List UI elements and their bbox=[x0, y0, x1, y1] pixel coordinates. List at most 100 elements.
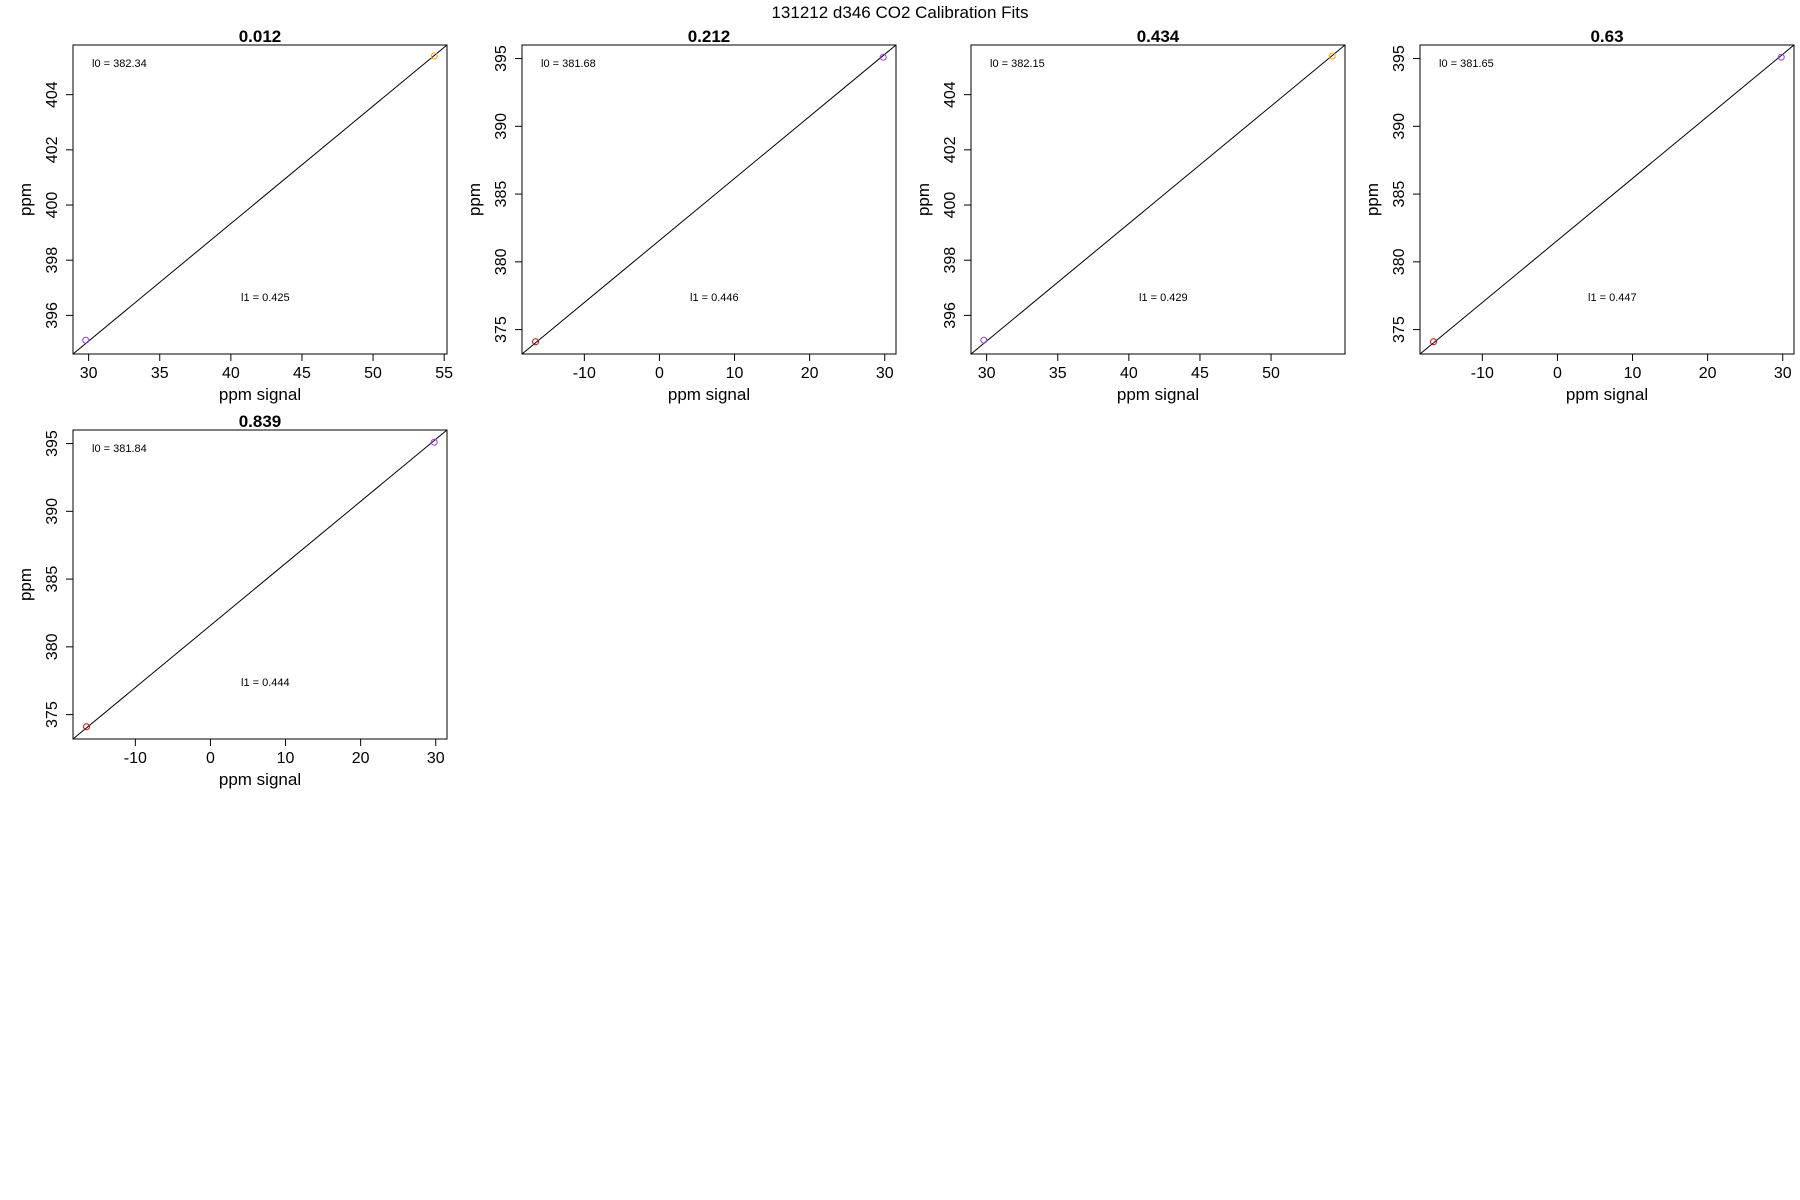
data-point bbox=[980, 336, 988, 344]
annotation-l1: l1 = 0.444 bbox=[241, 677, 290, 689]
data-point bbox=[430, 438, 438, 446]
y-tick-label: 404 bbox=[44, 81, 61, 108]
y-tick-label: 390 bbox=[44, 498, 61, 525]
y-axis-label: ppm bbox=[16, 183, 35, 216]
x-axis-label: ppm signal bbox=[1566, 385, 1648, 404]
panel-title: 0.012 bbox=[239, 27, 282, 46]
annotation-l0: l0 = 381.84 bbox=[92, 443, 147, 455]
y-tick-label: 390 bbox=[493, 113, 510, 140]
x-tick-label: -10 bbox=[1471, 365, 1494, 382]
data-point bbox=[1430, 338, 1438, 346]
y-axis-label: ppm bbox=[1363, 183, 1382, 216]
fit-line bbox=[73, 45, 447, 354]
y-tick-label: 380 bbox=[44, 633, 61, 660]
data-point bbox=[430, 52, 438, 60]
x-tick-label: 20 bbox=[1699, 365, 1717, 382]
y-axis-label: ppm bbox=[16, 568, 35, 601]
data-point bbox=[532, 338, 540, 346]
panel-3: 0.434 30 35 40 45 50 396 398 400 402 404 ppm signal… bbox=[914, 27, 1346, 404]
annotation-l0: l0 = 381.65 bbox=[1439, 58, 1494, 70]
y-tick-label: 395 bbox=[1391, 45, 1408, 72]
panel-title: 0.839 bbox=[239, 412, 282, 431]
y-tick-label: 400 bbox=[44, 192, 61, 219]
annotation-l0: l0 = 381.68 bbox=[541, 58, 596, 70]
fit-line bbox=[522, 45, 896, 354]
x-tick-label: 10 bbox=[726, 365, 744, 382]
y-tick-label: 395 bbox=[44, 430, 61, 457]
fit-line bbox=[1420, 45, 1794, 354]
data-point bbox=[879, 53, 887, 61]
x-tick-label: 45 bbox=[293, 365, 311, 382]
data-point bbox=[83, 723, 91, 731]
y-tick-label: 400 bbox=[942, 192, 959, 219]
panel-title: 0.434 bbox=[1137, 27, 1180, 46]
y-tick-label: 398 bbox=[942, 247, 959, 274]
figure-title: 131212 d346 CO2 Calibration Fits bbox=[771, 3, 1028, 22]
y-tick-label: 390 bbox=[1391, 113, 1408, 140]
y-tick-label: 385 bbox=[44, 566, 61, 593]
x-tick-label: 50 bbox=[1262, 365, 1280, 382]
x-tick-label: 10 bbox=[1624, 365, 1642, 382]
y-tick-label: 396 bbox=[44, 302, 61, 329]
x-tick-label: -10 bbox=[573, 365, 596, 382]
plot-frame bbox=[521, 44, 897, 355]
x-tick-label: 30 bbox=[427, 750, 445, 767]
y-axis-label: ppm bbox=[914, 183, 933, 216]
annotation-l1: l1 = 0.446 bbox=[690, 292, 739, 304]
x-tick-label: 20 bbox=[801, 365, 819, 382]
y-tick-label: 404 bbox=[942, 81, 959, 108]
x-axis-label: ppm signal bbox=[668, 385, 750, 404]
y-tick-label: 375 bbox=[44, 701, 61, 728]
x-tick-label: 0 bbox=[206, 750, 215, 767]
panel-2: 0.212 -10 0 10 20 30 375 380 385 390 395 ppm signal… bbox=[465, 27, 897, 404]
x-tick-label: 10 bbox=[277, 750, 295, 767]
y-tick-label: 402 bbox=[44, 136, 61, 163]
panel-title: 0.212 bbox=[688, 27, 731, 46]
data-point bbox=[1328, 52, 1336, 60]
y-tick-label: 402 bbox=[942, 136, 959, 163]
x-axis-label: ppm signal bbox=[219, 385, 301, 404]
x-tick-label: -10 bbox=[124, 750, 147, 767]
x-tick-label: 40 bbox=[222, 365, 240, 382]
plot-frame bbox=[970, 44, 1346, 355]
annotation-l0: l0 = 382.34 bbox=[92, 58, 147, 70]
y-tick-label: 398 bbox=[44, 247, 61, 274]
x-tick-label: 30 bbox=[876, 365, 894, 382]
y-tick-label: 396 bbox=[942, 302, 959, 329]
plot-frame bbox=[72, 429, 448, 740]
plot-frame bbox=[72, 44, 448, 355]
y-tick-label: 395 bbox=[493, 45, 510, 72]
x-tick-label: 30 bbox=[978, 365, 996, 382]
fit-line bbox=[73, 430, 447, 739]
annotation-l1: l1 = 0.425 bbox=[241, 292, 290, 304]
panel-1: 0.012 30 35 40 45 50 55 396 398 400 402 404 ppm sign… bbox=[16, 27, 453, 404]
y-tick-label: 375 bbox=[493, 316, 510, 343]
y-tick-label: 385 bbox=[493, 181, 510, 208]
data-point bbox=[82, 336, 90, 344]
x-tick-label: 55 bbox=[435, 365, 453, 382]
annotation-l1: l1 = 0.429 bbox=[1139, 292, 1188, 304]
x-tick-label: 30 bbox=[80, 365, 98, 382]
x-axis-label: ppm signal bbox=[219, 770, 301, 789]
x-tick-label: 45 bbox=[1191, 365, 1209, 382]
y-axis-label: ppm bbox=[465, 183, 484, 216]
panel-5: 0.839 -10 0 10 20 30 375 380 385 390 395 ppm signal… bbox=[16, 412, 448, 789]
y-tick-label: 380 bbox=[493, 248, 510, 275]
x-tick-label: 0 bbox=[1553, 365, 1562, 382]
x-tick-label: 40 bbox=[1120, 365, 1138, 382]
plot-frame bbox=[1419, 44, 1795, 355]
panel-title: 0.63 bbox=[1590, 27, 1623, 46]
x-tick-label: 0 bbox=[655, 365, 664, 382]
data-point bbox=[1777, 53, 1785, 61]
x-tick-label: 50 bbox=[364, 365, 382, 382]
y-tick-label: 380 bbox=[1391, 248, 1408, 275]
y-tick-label: 375 bbox=[1391, 316, 1408, 343]
x-tick-label: 20 bbox=[352, 750, 370, 767]
annotation-l1: l1 = 0.447 bbox=[1588, 292, 1637, 304]
x-tick-label: 35 bbox=[151, 365, 169, 382]
x-axis-label: ppm signal bbox=[1117, 385, 1199, 404]
annotation-l0: l0 = 382.15 bbox=[990, 58, 1045, 70]
y-tick-label: 385 bbox=[1391, 181, 1408, 208]
x-tick-label: 35 bbox=[1049, 365, 1067, 382]
